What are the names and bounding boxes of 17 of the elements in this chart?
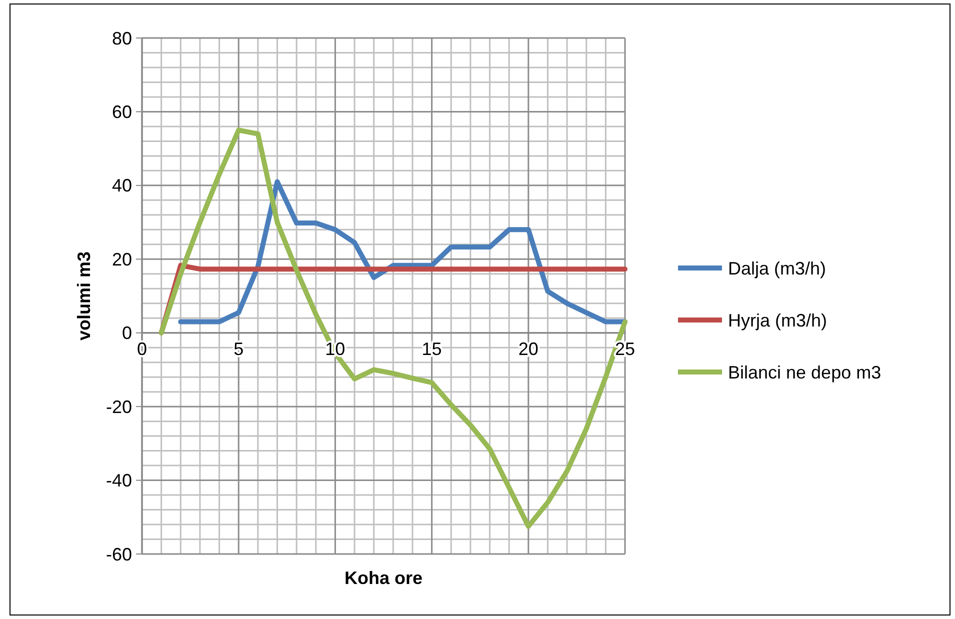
x-tick-label: 20 [518, 339, 538, 360]
y-tick-label: 80 [112, 28, 132, 48]
x-tick-label: 5 [234, 339, 244, 360]
legend-label: Dalja (m3/h) [728, 258, 826, 278]
y-tick-label: -60 [106, 544, 132, 564]
x-tick-label: 15 [422, 339, 442, 360]
y-tick-label: 60 [112, 102, 132, 122]
x-tick-label: 0 [136, 339, 148, 360]
y-tick-label: 40 [112, 176, 132, 196]
x-axis-title: Koha ore [344, 568, 423, 588]
y-tick-label: 0 [122, 323, 132, 344]
y-axis-title: volumi m3 [74, 251, 94, 341]
y-tick-label: -40 [106, 470, 132, 491]
y-tick-label: 20 [112, 249, 132, 270]
legend-label: Hyrja (m3/h) [728, 310, 828, 330]
y-tick-label: -20 [106, 396, 132, 417]
legend-label: Bilanci ne depo m3 [728, 362, 882, 382]
